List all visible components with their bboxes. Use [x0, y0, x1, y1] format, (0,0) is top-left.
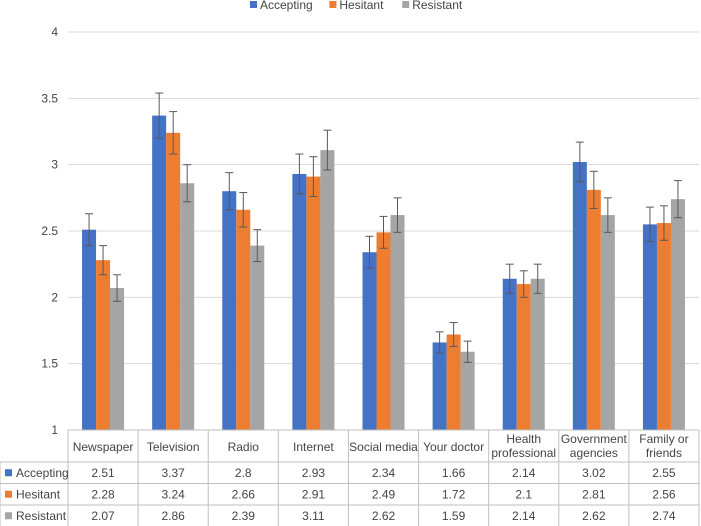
- bar: [432, 342, 447, 430]
- y-axis: 1 1.5 2 2.5 3 3.5 4: [41, 25, 58, 437]
- category-label: Newspaper: [73, 440, 134, 454]
- y-tick-label: 1: [51, 423, 58, 437]
- table-series-label: Hesitant: [16, 487, 61, 501]
- bar: [222, 191, 237, 430]
- bar: [250, 245, 265, 430]
- table-legend-swatch: [5, 512, 12, 520]
- table-value: 2.91: [302, 487, 326, 501]
- table-value: 2.1: [515, 487, 532, 501]
- y-tick-label: 3: [51, 158, 58, 172]
- bar: [516, 284, 531, 430]
- bar: [572, 162, 587, 430]
- bar: [320, 150, 335, 430]
- y-tick-label: 2: [51, 290, 58, 304]
- table-series-label: Resistant: [16, 509, 67, 523]
- table-value: 3.37: [161, 466, 185, 480]
- table-value: 2.62: [372, 509, 396, 523]
- table-value: 2.14: [512, 509, 536, 523]
- table-value: 2.8: [235, 466, 252, 480]
- table-value: 2.56: [652, 487, 676, 501]
- table-value: 2.49: [372, 487, 396, 501]
- table-value: 2.66: [232, 487, 256, 501]
- bar: [390, 215, 405, 430]
- bar: [656, 223, 671, 430]
- y-tick-label: 3.5: [41, 91, 58, 105]
- table-value: 2.74: [652, 509, 676, 523]
- category-label: Social media: [349, 440, 418, 454]
- table-value: 2.28: [91, 487, 115, 501]
- bar: [460, 351, 475, 430]
- table-value: 2.55: [652, 466, 676, 480]
- category-label: Your doctor: [423, 440, 484, 454]
- legend-swatch: [402, 1, 410, 8]
- category-label: Health: [506, 432, 541, 446]
- legend-swatch: [250, 1, 257, 8]
- table-value: 2.86: [161, 509, 185, 523]
- table-value: 2.34: [372, 466, 396, 480]
- bar: [642, 224, 657, 430]
- category-label: Government: [561, 432, 628, 446]
- table-value: 3.11: [302, 509, 325, 523]
- table-value: 2.14: [512, 466, 536, 480]
- table-legend-swatch: [5, 490, 12, 498]
- data-table: Newspaper Television Radio Internet Social m…: [0, 429, 700, 526]
- table-value: 3.24: [161, 487, 185, 501]
- table-value: 2.81: [582, 487, 606, 501]
- category-label: Radio: [228, 440, 260, 454]
- category-label: agencies: [570, 446, 618, 460]
- table-series-label: Accepting: [16, 466, 69, 480]
- bar: [152, 115, 167, 430]
- legend-label: Resistant: [412, 0, 463, 12]
- y-tick-label: 4: [51, 25, 58, 39]
- category-label: friends: [646, 446, 682, 460]
- category-label: Family or: [639, 432, 688, 446]
- table-value: 1.66: [442, 466, 466, 480]
- bar: [110, 288, 125, 430]
- table-value: 1.72: [442, 487, 466, 501]
- table-value: 2.51: [91, 466, 115, 480]
- table-value: 1.59: [442, 509, 466, 523]
- category-label: professional: [491, 446, 556, 460]
- bar: [600, 215, 615, 430]
- bar: [82, 229, 97, 430]
- legend: Accepting Hesitant Resistant: [250, 0, 463, 12]
- bar: [670, 199, 685, 430]
- y-tick-label: 2.5: [41, 224, 58, 238]
- legend-label: Accepting: [260, 0, 313, 12]
- legend-label: Hesitant: [339, 0, 384, 12]
- y-tick-label: 1.5: [41, 357, 58, 371]
- table-legend-swatch: [5, 469, 12, 477]
- table-value: 2.39: [232, 509, 256, 523]
- bar: [376, 232, 391, 430]
- bar: [292, 173, 307, 430]
- bar: [502, 278, 517, 430]
- bar: [586, 189, 601, 430]
- bars: [82, 115, 685, 430]
- bar: [180, 183, 195, 430]
- bar: [530, 278, 545, 430]
- bar: [166, 132, 181, 430]
- legend-swatch: [329, 1, 337, 8]
- bar: [236, 209, 251, 430]
- bar: [96, 260, 111, 430]
- error-bars: [85, 92, 682, 363]
- table-value: 2.07: [91, 509, 115, 523]
- bar: [306, 176, 321, 430]
- bar: [362, 252, 377, 430]
- table-value: 2.93: [302, 466, 326, 480]
- table-value: 3.02: [582, 466, 606, 480]
- table-value: 2.62: [582, 509, 606, 523]
- category-label: Television: [147, 440, 200, 454]
- category-label: Internet: [293, 440, 334, 454]
- bar: [446, 334, 461, 430]
